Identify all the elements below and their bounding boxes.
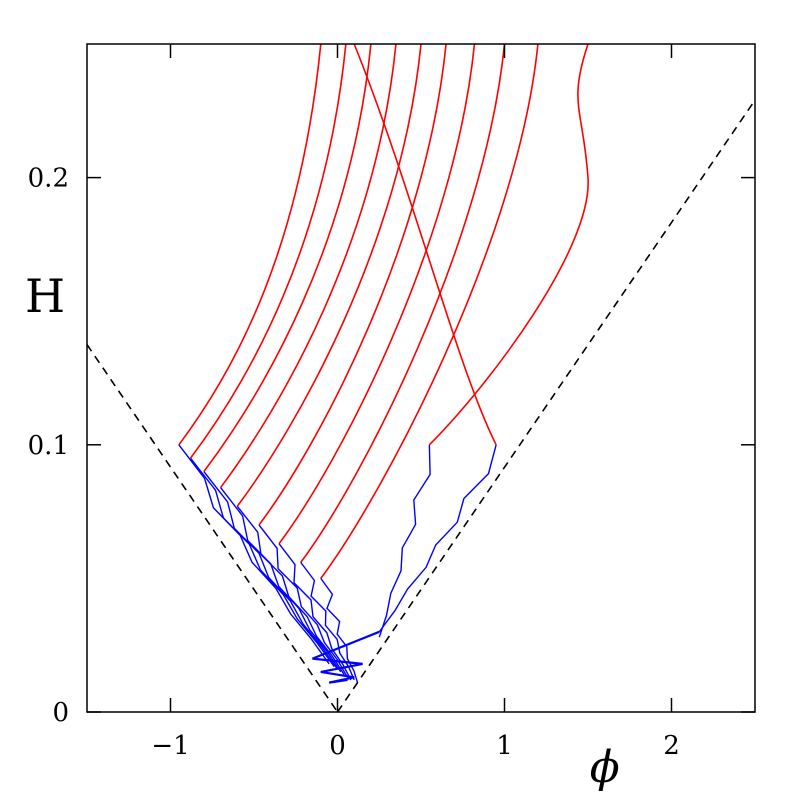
blue-curve: [236, 505, 345, 675]
x-tick-label: 0: [329, 731, 346, 761]
boundary-line: [86, 344, 339, 713]
x-tick-label: 2: [663, 731, 680, 761]
y-tick-label: 0.2: [28, 164, 69, 194]
blue-curve: [203, 471, 339, 670]
x-tick-label: 1: [496, 731, 513, 761]
blue-curve: [378, 444, 497, 633]
y-tick-label: 0: [52, 698, 69, 728]
blue-curve: [220, 487, 342, 673]
red-curve: [353, 43, 497, 446]
red-curve: [428, 43, 589, 446]
curve-layer: [178, 43, 589, 684]
red-curve: [300, 43, 506, 563]
red-curve: [236, 43, 422, 507]
blue-curve: [258, 524, 349, 678]
red-curve: [219, 43, 397, 489]
blue-curve: [178, 444, 330, 665]
tick-layer: −1 0 1 2 0 0.1 0.2: [28, 44, 755, 761]
x-axis-label: ϕ: [590, 742, 620, 793]
boundary-layer: [86, 99, 756, 713]
y-tick-label: 0.1: [28, 431, 69, 461]
red-curve: [178, 43, 322, 446]
blue-curve: [378, 444, 431, 638]
red-curve: [189, 43, 347, 459]
red-curve: [203, 43, 372, 472]
boundary-line: [336, 99, 756, 713]
plot-frame: [86, 43, 756, 713]
blue-curve: [189, 457, 335, 668]
red-curve: [278, 43, 476, 545]
x-tick-label: −1: [151, 731, 189, 761]
blue-apex-tangle: [312, 630, 380, 684]
red-curve: [320, 43, 539, 579]
blue-curve: [278, 543, 352, 681]
red-curve: [258, 43, 447, 526]
y-axis-label: H: [25, 269, 65, 323]
